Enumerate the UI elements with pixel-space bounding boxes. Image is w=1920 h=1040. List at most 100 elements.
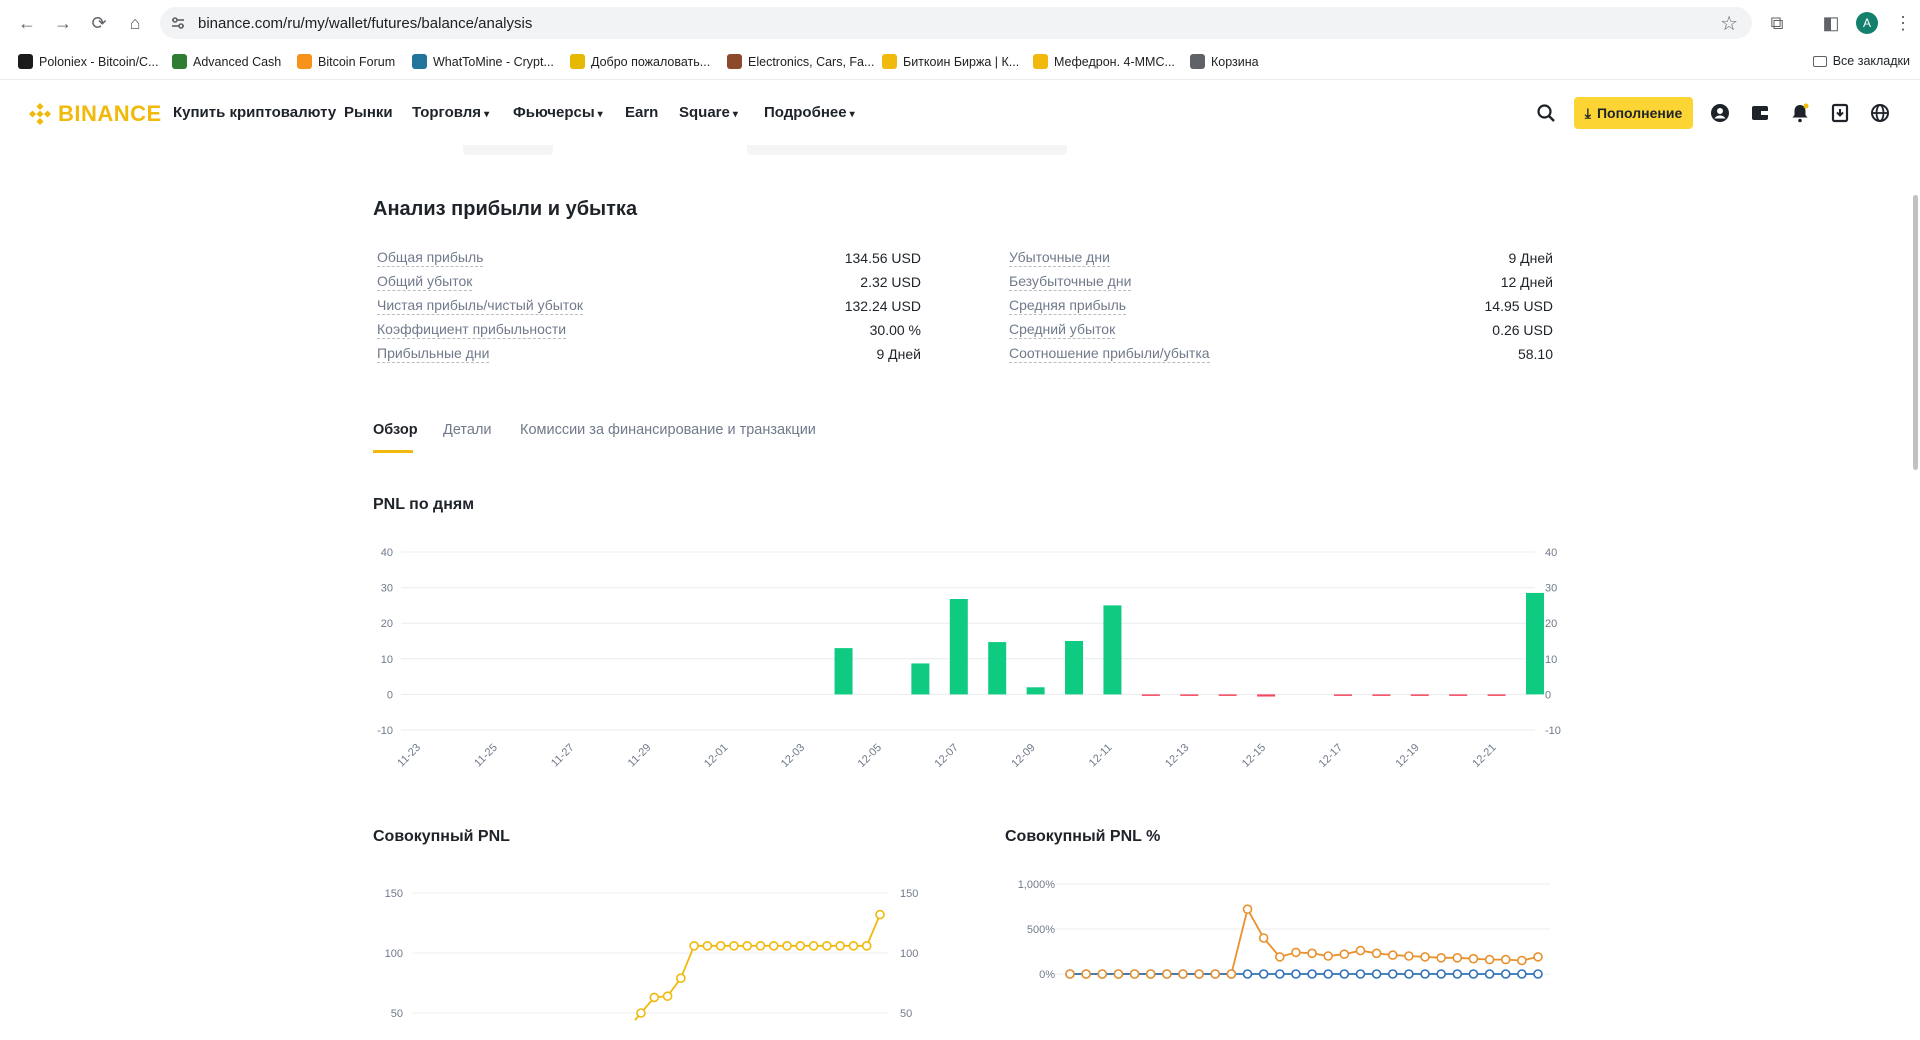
stat-label[interactable]: Безубыточные дни xyxy=(1009,273,1132,291)
extensions-icon[interactable]: ⧉ xyxy=(1770,12,1784,33)
data-point[interactable] xyxy=(689,941,699,951)
data-point[interactable] xyxy=(636,1008,646,1018)
nav-item[interactable]: Рынки xyxy=(344,104,393,121)
data-point[interactable] xyxy=(1339,949,1350,959)
data-point[interactable] xyxy=(1291,969,1301,979)
tab-fees[interactable]: Комиссии за финансирование и транзакции xyxy=(520,422,816,438)
bar[interactable] xyxy=(1487,694,1506,696)
data-point[interactable] xyxy=(649,992,660,1003)
bookmark-item[interactable]: WhatToMine - Crypt... xyxy=(412,54,554,69)
globe-icon[interactable] xyxy=(1868,101,1892,125)
data-point[interactable] xyxy=(1387,969,1398,979)
bar[interactable] xyxy=(911,663,930,695)
data-point[interactable] xyxy=(875,909,885,920)
bookmark-star-icon[interactable]: ☆ xyxy=(1720,13,1738,35)
data-point[interactable] xyxy=(1162,969,1172,979)
data-point[interactable] xyxy=(1533,969,1543,979)
stat-label[interactable]: Средний убыток xyxy=(1009,321,1116,339)
data-point[interactable] xyxy=(1436,969,1446,979)
deposit-button[interactable]: ⤓ Пополнение xyxy=(1574,97,1693,129)
data-point[interactable] xyxy=(782,941,792,951)
data-point[interactable] xyxy=(1371,969,1382,979)
data-point[interactable] xyxy=(1355,945,1366,956)
data-point[interactable] xyxy=(1258,933,1269,943)
data-point[interactable] xyxy=(1500,969,1511,979)
bar[interactable] xyxy=(834,648,853,695)
data-point[interactable] xyxy=(1307,969,1317,979)
download-app-icon[interactable] xyxy=(1828,101,1852,125)
bar[interactable] xyxy=(1449,694,1468,696)
data-point[interactable] xyxy=(822,941,832,951)
data-point[interactable] xyxy=(835,941,845,951)
page-scrollbar[interactable] xyxy=(1913,195,1918,470)
data-point[interactable] xyxy=(1517,969,1527,979)
bar[interactable] xyxy=(1372,694,1391,696)
stat-label[interactable]: Коэффициент прибыльности xyxy=(377,321,567,339)
home-icon[interactable]: ⌂ xyxy=(129,12,141,33)
bar[interactable] xyxy=(1180,694,1199,696)
tab-overview[interactable]: Обзор xyxy=(373,422,418,438)
notification-bell-icon[interactable] xyxy=(1788,101,1812,125)
data-point[interactable] xyxy=(676,973,686,983)
cumulative-pnl-percent-chart[interactable]: 1,000% 500% 0% xyxy=(1005,870,1565,1040)
data-point[interactable] xyxy=(715,941,726,951)
data-point[interactable] xyxy=(1404,969,1414,979)
stat-label[interactable]: Общий убыток xyxy=(377,273,473,291)
data-point[interactable] xyxy=(1274,969,1285,979)
bar[interactable] xyxy=(1103,605,1122,695)
data-point[interactable] xyxy=(861,941,872,951)
bar[interactable] xyxy=(1257,694,1276,697)
bookmark-item[interactable]: Биткоин Биржа | К... xyxy=(882,54,1019,69)
bar[interactable] xyxy=(988,642,1007,695)
binance-logo[interactable]: BINANCE xyxy=(28,101,162,127)
forward-icon[interactable]: → xyxy=(54,12,72,33)
data-point[interactable] xyxy=(1242,904,1253,915)
bar[interactable] xyxy=(1026,687,1045,695)
nav-item[interactable]: Купить криптовалюту xyxy=(173,104,336,121)
data-point[interactable] xyxy=(1113,969,1124,979)
bookmark-item[interactable]: Advanced Cash xyxy=(172,54,281,69)
bar[interactable] xyxy=(1141,694,1160,696)
data-point[interactable] xyxy=(1355,969,1366,979)
bookmark-item[interactable]: Electronics, Cars, Fa... xyxy=(727,54,874,69)
bookmark-item[interactable]: Poloniex - Bitcoin/C... xyxy=(18,54,159,69)
nav-item[interactable]: Фьючерсы ▾ xyxy=(513,104,603,121)
bar[interactable] xyxy=(949,598,968,695)
data-point[interactable] xyxy=(1468,969,1479,979)
data-point[interactable] xyxy=(1500,954,1511,965)
bookmark-item[interactable]: Мефедрон. 4-MMC... xyxy=(1033,54,1175,69)
tab-details[interactable]: Детали xyxy=(443,422,492,438)
data-point[interactable] xyxy=(1517,955,1527,966)
nav-item[interactable]: Earn xyxy=(625,104,658,121)
data-point[interactable] xyxy=(1258,969,1269,979)
nav-item[interactable]: Square ▾ xyxy=(679,104,738,121)
data-point[interactable] xyxy=(1291,947,1301,958)
bar[interactable] xyxy=(1333,694,1352,696)
data-point[interactable] xyxy=(1484,954,1495,965)
url-text[interactable]: binance.com/ru/my/wallet/futures/balance… xyxy=(198,15,533,32)
data-point[interactable] xyxy=(729,941,739,951)
data-point[interactable] xyxy=(1097,969,1108,979)
address-bar[interactable]: binance.com/ru/my/wallet/futures/balance… xyxy=(160,7,1752,39)
side-panel-icon[interactable]: ◧ xyxy=(1822,12,1840,33)
stat-label[interactable]: Общая прибыль xyxy=(377,249,484,267)
data-point[interactable] xyxy=(1339,969,1350,979)
data-point[interactable] xyxy=(1533,952,1543,962)
cumulative-pnl-chart[interactable]: 150 150 100 100 50 50 xyxy=(373,870,933,1040)
data-point[interactable] xyxy=(702,941,713,951)
data-point[interactable] xyxy=(1129,969,1140,979)
bookmark-item[interactable]: Добро пожаловать... xyxy=(570,54,710,69)
wallet-icon[interactable] xyxy=(1748,101,1772,125)
user-icon[interactable] xyxy=(1708,101,1732,125)
data-point[interactable] xyxy=(1194,969,1204,979)
data-point[interactable] xyxy=(1307,948,1317,959)
bar[interactable] xyxy=(1410,694,1429,696)
data-point[interactable] xyxy=(1420,952,1430,962)
data-point[interactable] xyxy=(1081,969,1091,979)
data-point[interactable] xyxy=(1178,969,1188,979)
data-point[interactable] xyxy=(1452,953,1463,963)
stat-label[interactable]: Соотношение прибыли/убытка xyxy=(1009,345,1210,363)
data-point[interactable] xyxy=(1274,952,1285,962)
nav-item[interactable]: Торговля ▾ xyxy=(412,104,489,121)
